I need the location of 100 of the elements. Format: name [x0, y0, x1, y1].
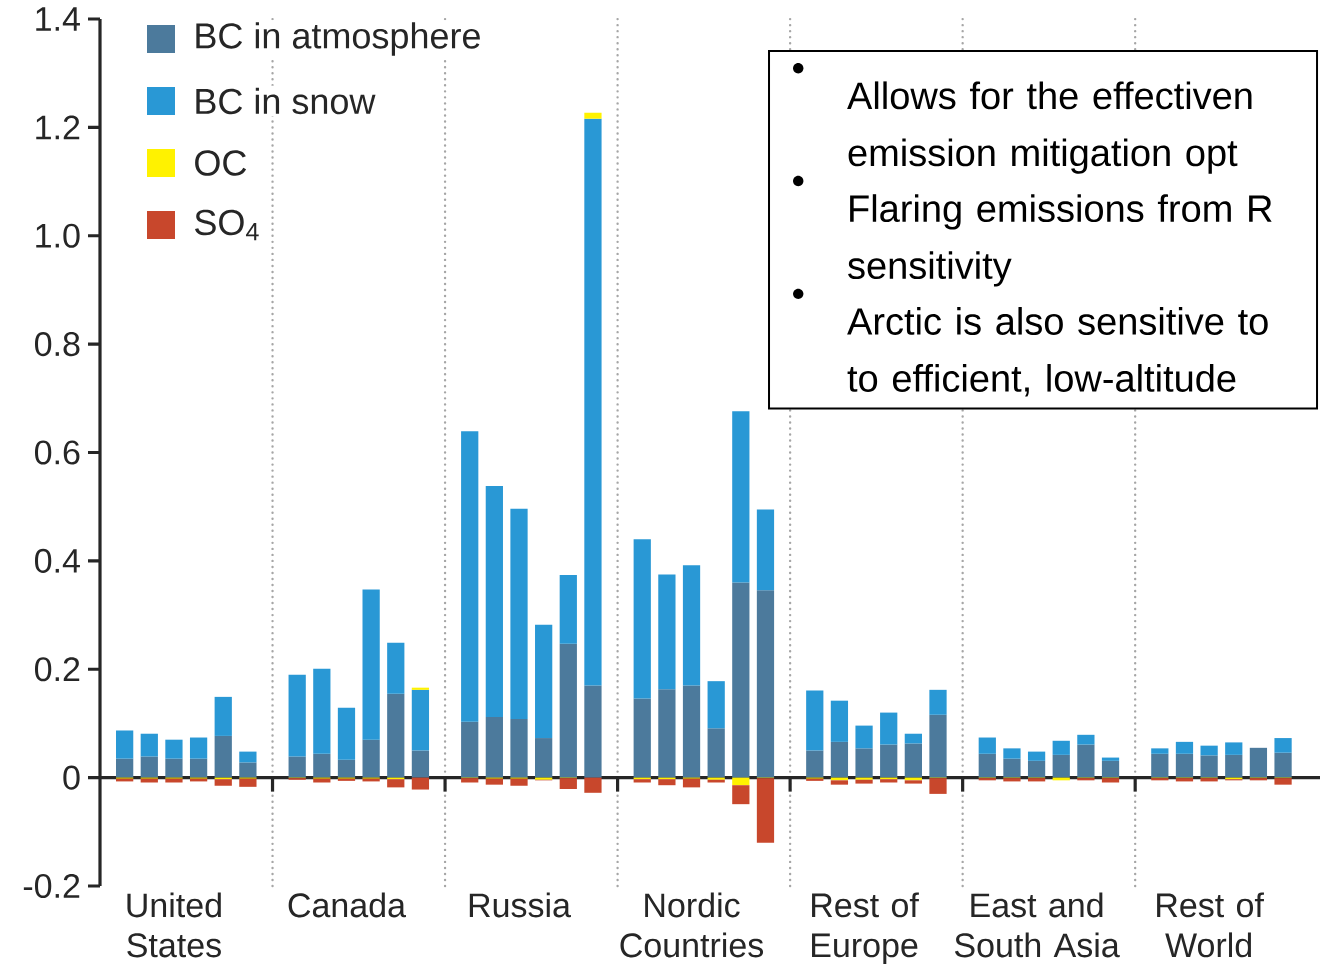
- bar: [756, 509, 775, 591]
- bar: [485, 716, 503, 778]
- bar: [165, 758, 183, 778]
- bar: [1027, 751, 1046, 761]
- bar: [140, 733, 158, 757]
- bar: [239, 751, 257, 763]
- bar: [707, 728, 725, 778]
- bar: [313, 668, 331, 754]
- bar: [756, 778, 775, 843]
- bar: [658, 779, 676, 786]
- x-tick-label: Nordic Countries: [620, 892, 764, 958]
- bar: [1101, 757, 1120, 761]
- bar: [1052, 740, 1070, 755]
- x-tick-label: Rest of World: [1157, 892, 1264, 958]
- bar: [830, 780, 849, 785]
- bar: [510, 508, 528, 720]
- bar: [214, 779, 232, 786]
- bar: [1274, 738, 1292, 753]
- bar: [189, 737, 208, 759]
- bar: [658, 689, 676, 778]
- bar: [978, 753, 996, 778]
- bar: [658, 574, 676, 690]
- y-tick-label: 1.4: [36, 7, 80, 31]
- annotation: Allows for the effectiven emission mitigation opt: [847, 81, 1252, 174]
- bar: [732, 411, 750, 583]
- bar: [1175, 753, 1194, 778]
- bar: [387, 693, 405, 778]
- bar: [337, 707, 356, 760]
- bar: [362, 589, 380, 740]
- bar: [904, 733, 922, 744]
- bar: [978, 737, 996, 754]
- bar: [1249, 747, 1268, 778]
- bar: [288, 674, 306, 757]
- annotation: Arctic is also sensitive to to efficient, low-altitude: [847, 307, 1268, 397]
- x-tick-label: East and South Asia: [954, 892, 1120, 958]
- bar: [1052, 754, 1070, 778]
- bar: [929, 689, 947, 715]
- bar: [1003, 748, 1021, 759]
- bar: [1077, 734, 1095, 745]
- bar: [904, 743, 922, 778]
- bar: [165, 739, 183, 759]
- bar: [313, 753, 331, 778]
- bar: [584, 685, 602, 778]
- bar: [732, 785, 750, 805]
- y-tick-label: 1.2: [36, 115, 80, 140]
- bar: [411, 687, 430, 690]
- bar: [830, 741, 849, 778]
- bar: [411, 777, 430, 790]
- bar: [1274, 778, 1292, 785]
- bar: [880, 744, 898, 778]
- y-tick-label: 0.6: [34, 440, 80, 465]
- bar: [239, 778, 257, 787]
- legend-label: BC in snow: [196, 87, 376, 115]
- bar: [732, 582, 750, 778]
- bar: [214, 735, 232, 778]
- bar: [732, 777, 750, 786]
- bar: [559, 574, 577, 644]
- bar: [855, 748, 873, 778]
- bar: [387, 642, 405, 694]
- bar: [461, 721, 479, 778]
- bar: [855, 725, 873, 749]
- bar: [411, 750, 430, 778]
- bar: [140, 756, 158, 778]
- bar: [1200, 755, 1218, 778]
- bar: [288, 756, 306, 778]
- bar: [485, 486, 503, 717]
- x-tick-label: Rest of Europe: [812, 892, 919, 965]
- bar: [929, 714, 947, 778]
- bar: [214, 696, 232, 736]
- bar: [633, 698, 651, 778]
- bar: [855, 779, 873, 784]
- bar: [1027, 760, 1046, 778]
- bar: [806, 750, 824, 778]
- bar: [239, 762, 257, 778]
- bar: [535, 738, 553, 778]
- bar: [1101, 760, 1120, 778]
- bar: [1101, 778, 1120, 783]
- bar: [806, 690, 824, 751]
- legend-label: OC: [195, 150, 247, 176]
- y-tick-label: 0.2: [34, 657, 80, 682]
- x-tick-label: United States: [127, 892, 221, 958]
- bar: [189, 758, 208, 778]
- legend-label: SO$_{4}$: [195, 209, 259, 241]
- x-tick-label: Canada: [288, 892, 406, 918]
- bar: [929, 778, 947, 794]
- bar: [1274, 752, 1292, 778]
- annotation: Flaring emissions from R sensitivity: [848, 194, 1272, 287]
- bar: [485, 778, 503, 785]
- bar: [1077, 744, 1095, 778]
- y-tick-label: 0: [63, 765, 80, 790]
- bar: [362, 739, 380, 778]
- bar: [880, 712, 898, 745]
- y-tick-label: -0.2: [23, 873, 80, 899]
- bar: [461, 431, 479, 722]
- bar: [461, 778, 479, 783]
- bar: [116, 730, 134, 759]
- bar: [116, 758, 134, 778]
- x-tick-label: Russia: [469, 892, 571, 918]
- legend-label: BC in atmosphere: [196, 22, 480, 56]
- y-tick-label: 0.8: [34, 332, 80, 357]
